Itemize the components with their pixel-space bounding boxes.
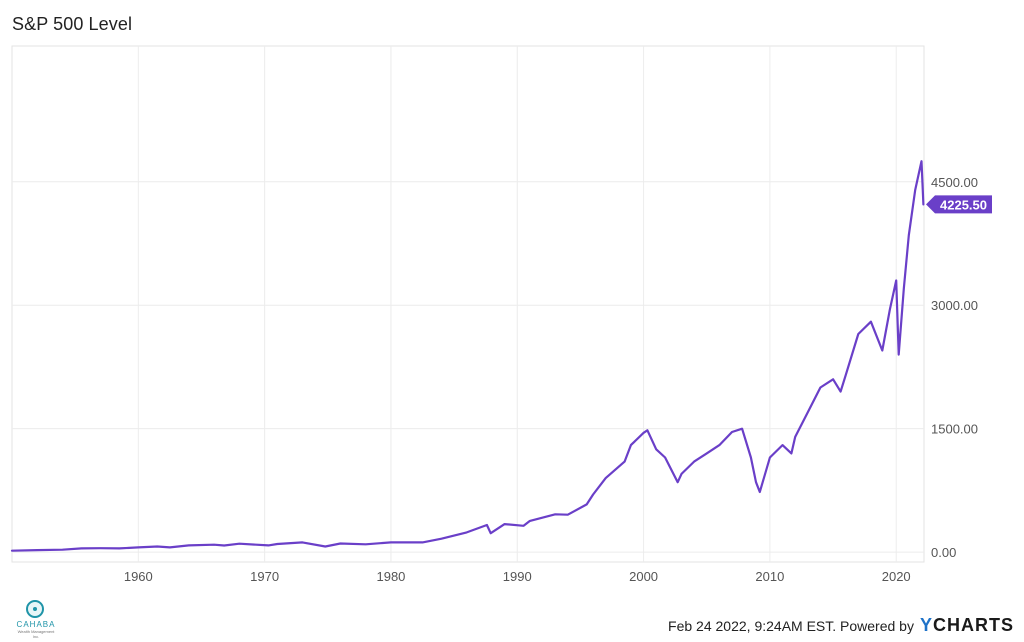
y-tick-label: 3000.00 (931, 298, 978, 313)
chart-title: S&P 500 Level (12, 14, 133, 34)
last-value-label: 4225.50 (940, 197, 987, 212)
logo-subtitle: Wealth Management Inc. (17, 629, 55, 639)
timestamp: Feb 24 2022, 9:24AM EST. Powered by (668, 617, 914, 634)
x-tick-label: 1990 (503, 569, 532, 584)
x-tick-label: 2000 (629, 569, 658, 584)
last-value-marker: 4225.50 (926, 195, 992, 214)
brand-prefix: Y (919, 615, 933, 635)
logo-name: CAHABA (16, 620, 56, 629)
logo-icon (26, 600, 44, 618)
x-tick-label: 1970 (250, 569, 279, 584)
plot-border (11, 45, 925, 563)
x-tick-label: 1960 (124, 569, 153, 584)
y-tick-label: 1500.00 (931, 422, 978, 437)
chart-footer: Feb 24 2022, 9:24AM EST. Powered by YCHA… (668, 615, 1014, 636)
ycharts-brand[interactable]: YCHARTS (920, 615, 1014, 636)
y-tick-label: 0.00 (931, 545, 956, 560)
grid (11, 45, 925, 563)
x-tick-label: 2020 (882, 569, 911, 584)
line-layer (10, 160, 925, 552)
x-tick-label: 2010 (755, 569, 784, 584)
company-logo: CAHABA Wealth Management Inc. (14, 600, 58, 639)
brand-rest: CHARTS (933, 615, 1014, 635)
series-line (10, 160, 925, 552)
axes: 1960 1970 1980 1990 2000 2010 2020 0.00 1500.00 3… (124, 175, 978, 584)
x-tick-label: 1980 (376, 569, 405, 584)
y-tick-label: 4500.00 (931, 175, 978, 190)
last-value-flag (926, 195, 992, 214)
